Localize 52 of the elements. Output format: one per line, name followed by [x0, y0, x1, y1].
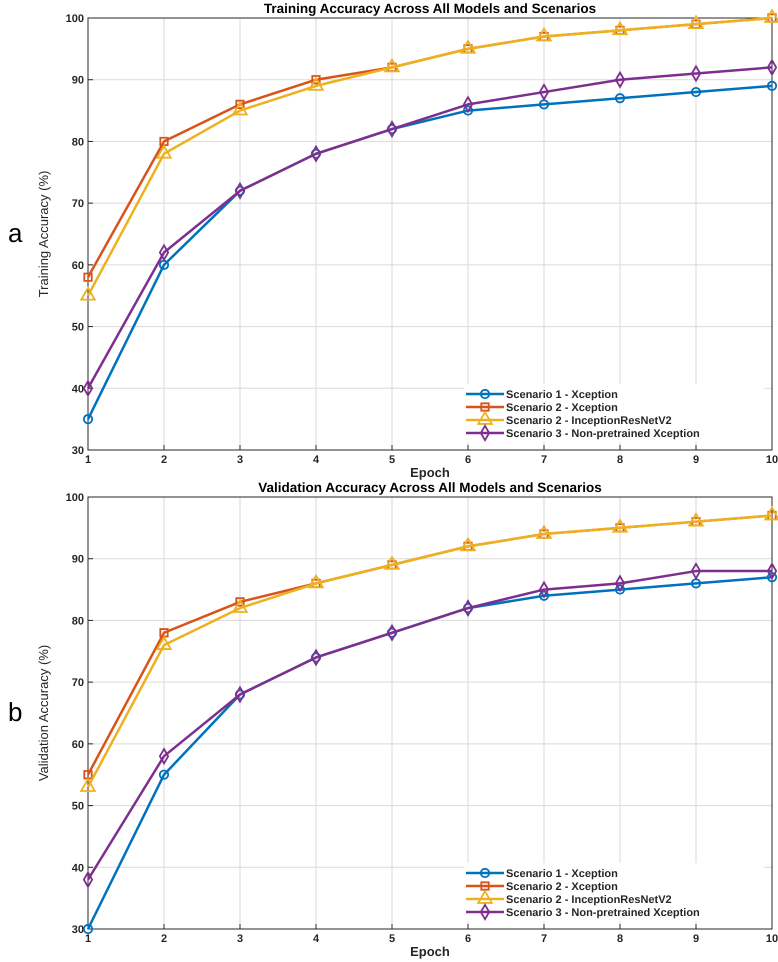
x-tick-label: 8 — [616, 454, 624, 466]
legend-label: Scenario 2 - InceptionResNetV2 — [506, 894, 672, 906]
x-tick-label: 9 — [692, 933, 700, 945]
x-tick-label: 3 — [236, 454, 244, 466]
y-tick-label: 30 — [72, 924, 84, 936]
x-tick-label: 10 — [766, 454, 778, 466]
x-tick-label: 2 — [160, 454, 168, 466]
x-tick-label: 4 — [312, 454, 320, 466]
y-axis-title: Validation Accuracy (%) — [36, 644, 51, 782]
chart-title: Training Accuracy Across All Models and Scenarios — [264, 1, 596, 16]
legend-label: Scenario 1 - Xception — [506, 868, 618, 880]
x-tick-label: 9 — [692, 454, 700, 466]
y-tick-label: 80 — [72, 615, 84, 628]
y-tick-label: 50 — [72, 322, 84, 334]
chart-title: Validation Accuracy Across All Models and Scenarios — [258, 480, 602, 495]
x-tick-label: 4 — [312, 933, 320, 945]
x-tick-label: 2 — [160, 933, 168, 945]
y-tick-label: 100 — [66, 492, 84, 504]
y-tick-label: 90 — [72, 554, 84, 566]
y-tick-label: 50 — [72, 800, 84, 813]
legend-label: Scenario 2 - InceptionResNetV2 — [506, 415, 672, 427]
y-tick-label: 60 — [72, 260, 84, 272]
legend-label: Scenario 3 - Non-pretrained Xception — [506, 428, 700, 440]
text: a — [8, 218, 23, 248]
x-tick-label: 7 — [540, 933, 548, 945]
y-tick-label: 100 — [66, 13, 84, 25]
x-tick-label: 8 — [616, 933, 624, 945]
x-tick-label: 1 — [84, 454, 92, 466]
text: b — [8, 697, 22, 727]
y-tick-label: 60 — [72, 738, 84, 751]
legend-label: Scenario 1 - Xception — [506, 389, 618, 401]
x-axis-title: Epoch — [410, 944, 450, 959]
y-axis-title: Training Accuracy (%) — [36, 170, 51, 298]
x-tick-label: 7 — [540, 454, 548, 466]
x-tick-label: 6 — [464, 933, 472, 945]
x-tick-label: 6 — [464, 454, 472, 466]
y-tick-label: 70 — [72, 198, 84, 210]
legend-label: Scenario 2 - Xception — [506, 402, 618, 414]
y-tick-label: 70 — [72, 677, 84, 690]
x-tick-label: 3 — [236, 933, 244, 945]
legend-label: Scenario 2 - Xception — [506, 881, 618, 893]
y-tick-label: 30 — [72, 445, 84, 457]
y-tick-label: 80 — [72, 136, 84, 148]
x-axis-title: Epoch — [410, 465, 450, 480]
y-tick-label: 90 — [72, 74, 84, 87]
x-tick-label: 5 — [388, 933, 396, 945]
y-tick-label: 40 — [72, 383, 84, 396]
y-tick-label: 40 — [72, 862, 84, 874]
x-tick-label: 5 — [388, 454, 396, 466]
legend-label: Scenario 3 - Non-pretrained Xception — [506, 907, 700, 919]
x-tick-label: 1 — [84, 933, 92, 945]
x-tick-label: 10 — [766, 933, 778, 945]
